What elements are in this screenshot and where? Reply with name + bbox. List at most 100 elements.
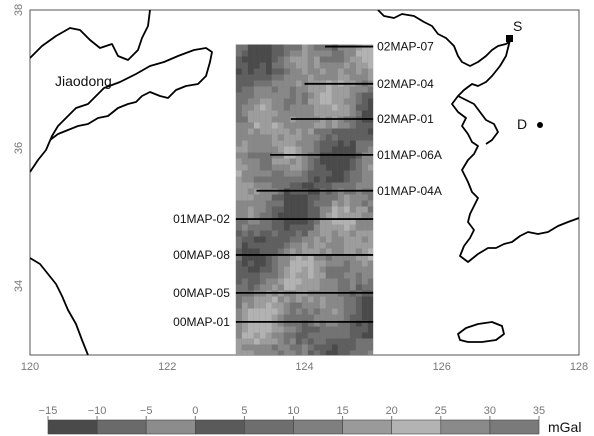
anomaly-cell (235, 308, 242, 315)
anomaly-cell (253, 266, 260, 273)
anomaly-cell (313, 194, 320, 201)
anomaly-cell (283, 254, 290, 261)
anomaly-cell (313, 74, 320, 81)
anomaly-cell (265, 44, 272, 51)
anomaly-cell (343, 254, 350, 261)
anomaly-cell (343, 308, 350, 315)
anomaly-cell (361, 350, 368, 355)
anomaly-cell (355, 50, 362, 57)
anomaly-cell (235, 314, 242, 321)
anomaly-cell (283, 44, 290, 51)
anomaly-cell (295, 182, 302, 189)
anomaly-cell (295, 224, 302, 231)
anomaly-cell (283, 314, 290, 321)
anomaly-cell (247, 350, 254, 355)
anomaly-cell (295, 236, 302, 243)
anomaly-cell (331, 92, 338, 99)
anomaly-cell (307, 230, 314, 237)
anomaly-cell (265, 92, 272, 99)
survey-line-label: 01MAP-04A (377, 184, 442, 198)
anomaly-cell (355, 200, 362, 207)
anomaly-cell (307, 128, 314, 135)
anomaly-cell (241, 218, 248, 225)
anomaly-cell (319, 260, 326, 267)
anomaly-cell (289, 338, 296, 345)
anomaly-cell (361, 320, 368, 327)
anomaly-cell (235, 260, 242, 267)
anomaly-cell (271, 146, 278, 153)
anomaly-cell (283, 284, 290, 291)
anomaly-cell (313, 284, 320, 291)
latitude-tick-label: 36 (13, 142, 25, 154)
anomaly-cell (361, 104, 368, 111)
jiaodong-coastline (30, 47, 213, 173)
anomaly-cell (301, 332, 308, 339)
anomaly-cell (271, 302, 278, 309)
anomaly-cell (247, 146, 254, 153)
anomaly-cell (283, 206, 290, 213)
anomaly-cell (247, 248, 254, 255)
anomaly-cell (325, 164, 332, 171)
anomaly-cell (367, 302, 374, 309)
anomaly-cell (253, 194, 260, 201)
anomaly-cell (253, 224, 260, 231)
anomaly-cell (289, 122, 296, 129)
survey-line-label: 00MAP-05 (173, 286, 230, 300)
anomaly-cell (283, 266, 290, 273)
anomaly-cell (289, 146, 296, 153)
anomaly-cell (265, 128, 272, 135)
anomaly-cell (283, 302, 290, 309)
anomaly-cell (361, 200, 368, 207)
anomaly-cell (289, 92, 296, 99)
anomaly-cell (253, 200, 260, 207)
anomaly-cell (253, 206, 260, 213)
anomaly-cell (271, 206, 278, 213)
anomaly-cell (265, 200, 272, 207)
anomaly-cell (265, 164, 272, 171)
anomaly-cell (331, 62, 338, 69)
anomaly-cell (331, 248, 338, 255)
anomaly-cell (307, 314, 314, 321)
anomaly-cell (331, 164, 338, 171)
anomaly-cell (271, 272, 278, 279)
anomaly-cell (235, 200, 242, 207)
anomaly-cell (367, 206, 374, 213)
anomaly-cell (277, 176, 284, 183)
anomaly-cell (331, 338, 338, 345)
anomaly-cell (307, 200, 314, 207)
anomaly-cell (319, 338, 326, 345)
anomaly-cell (295, 62, 302, 69)
anomaly-cell (307, 74, 314, 81)
anomaly-cell (235, 326, 242, 333)
anomaly-cell (367, 344, 374, 351)
anomaly-cell (235, 110, 242, 117)
anomaly-cell (337, 176, 344, 183)
anomaly-cell (295, 242, 302, 249)
anomaly-cell (271, 194, 278, 201)
anomaly-cell (349, 74, 356, 81)
anomaly-cell (325, 302, 332, 309)
anomaly-cell (253, 164, 260, 171)
anomaly-cell (235, 332, 242, 339)
colorbar-segment (391, 419, 442, 435)
anomaly-cell (307, 296, 314, 303)
anomaly-cell (313, 230, 320, 237)
anomaly-cell (331, 182, 338, 189)
anomaly-cell (253, 134, 260, 141)
anomaly-cell (355, 212, 362, 219)
anomaly-cell (355, 134, 362, 141)
anomaly-cell (241, 344, 248, 351)
anomaly-cell (235, 344, 242, 351)
anomaly-cell (283, 56, 290, 63)
anomaly-cell (319, 278, 326, 285)
anomaly-cell (271, 224, 278, 231)
anomaly-cell (343, 218, 350, 225)
anomaly-cell (247, 236, 254, 243)
anomaly-cell (355, 44, 362, 51)
anomaly-cell (253, 44, 260, 51)
anomaly-cell (235, 296, 242, 303)
anomaly-cell (337, 206, 344, 213)
anomaly-cell (283, 140, 290, 147)
anomaly-cell (289, 110, 296, 117)
anomaly-cell (265, 338, 272, 345)
